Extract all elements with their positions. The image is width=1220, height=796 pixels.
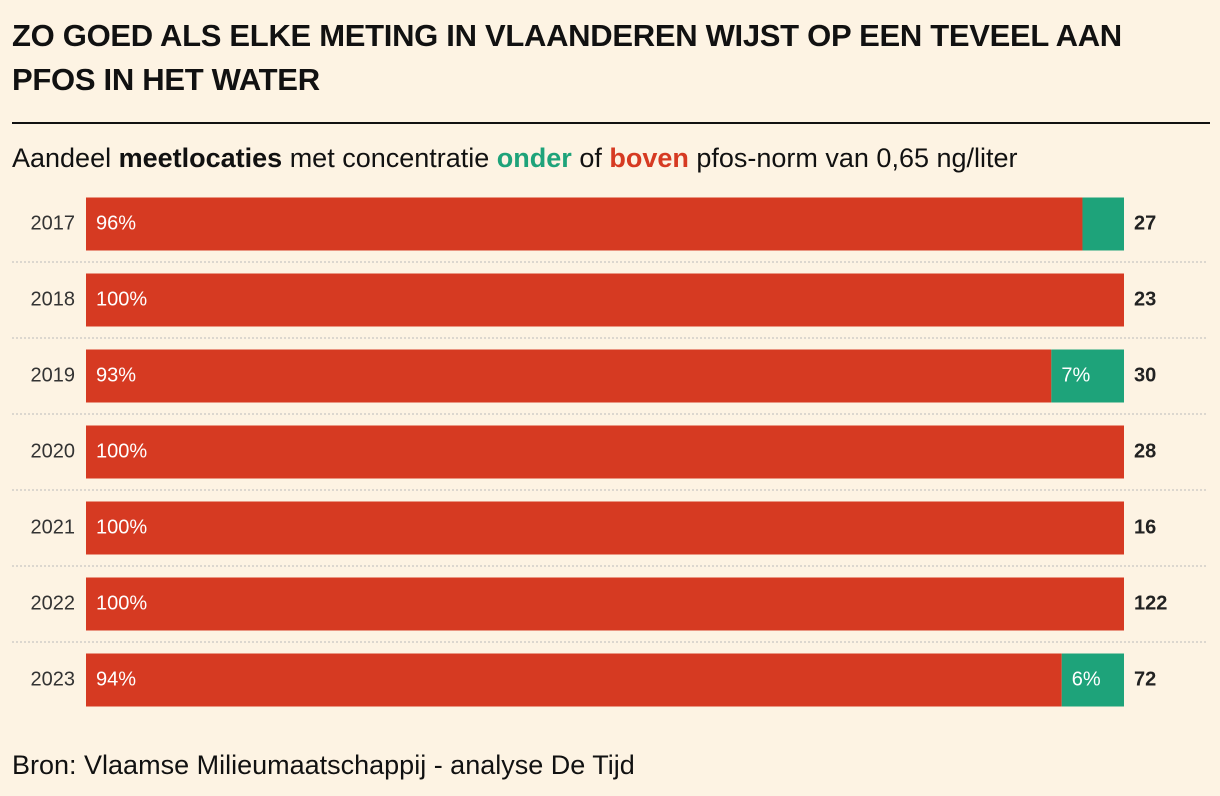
- subtitle-text: Aandeel: [12, 143, 119, 173]
- y-tick-label: 2021: [31, 516, 76, 538]
- bar-segment: [1051, 349, 1124, 403]
- legend-entry: boven: [609, 143, 689, 173]
- data-label: 7%: [1061, 364, 1090, 386]
- bar-segment: [86, 425, 1124, 479]
- data-label: 100%: [96, 440, 147, 462]
- bar-segment: [1061, 653, 1124, 707]
- y-tick-label: 2017: [31, 212, 76, 234]
- bar-segment: [86, 577, 1124, 631]
- subtitle-text: met concentratie: [282, 143, 497, 173]
- source: Bron: Vlaamse Milieumaatschappij - analy…: [12, 750, 635, 780]
- sample-size: 122: [1134, 592, 1167, 614]
- bar-segment: [86, 197, 1083, 251]
- data-label: 6%: [1072, 668, 1101, 690]
- bar-segment: [86, 653, 1062, 707]
- sample-size: 28: [1134, 440, 1156, 462]
- data-label: 100%: [96, 288, 147, 310]
- sample-size: 30: [1134, 364, 1156, 386]
- sample-size: 72: [1134, 668, 1156, 690]
- subtitle-text: meetlocaties: [118, 143, 283, 173]
- title-rule: [12, 122, 1210, 124]
- y-tick-label: 2023: [31, 668, 76, 690]
- data-label: 93%: [96, 364, 136, 386]
- sample-size: 27: [1134, 212, 1156, 234]
- bar-segment: [1082, 197, 1124, 251]
- data-label: 94%: [96, 668, 136, 690]
- sample-size: 23: [1134, 288, 1156, 310]
- subtitle-text: of: [571, 143, 610, 173]
- bar-segment: [86, 349, 1052, 403]
- y-tick-label: 2018: [31, 288, 76, 310]
- data-label: 96%: [96, 212, 136, 234]
- y-tick-label: 2022: [31, 592, 76, 614]
- sample-size: 16: [1134, 516, 1156, 538]
- chart-title: ZO GOED ALS ELKE METING IN VLAANDEREN WI…: [12, 18, 1122, 97]
- subtitle: Aandeel meetlocaties met concentratie on…: [12, 143, 1018, 174]
- bar-segment: [86, 501, 1124, 555]
- y-tick-label: 2019: [31, 364, 76, 386]
- data-label: 100%: [96, 592, 147, 614]
- subtitle-text: pfos-norm van 0,65 ng/liter: [688, 143, 1018, 173]
- y-tick-label: 2020: [31, 440, 76, 462]
- bar-segment: [86, 273, 1124, 327]
- legend-entry: onder: [496, 143, 572, 173]
- data-label: 100%: [96, 516, 147, 538]
